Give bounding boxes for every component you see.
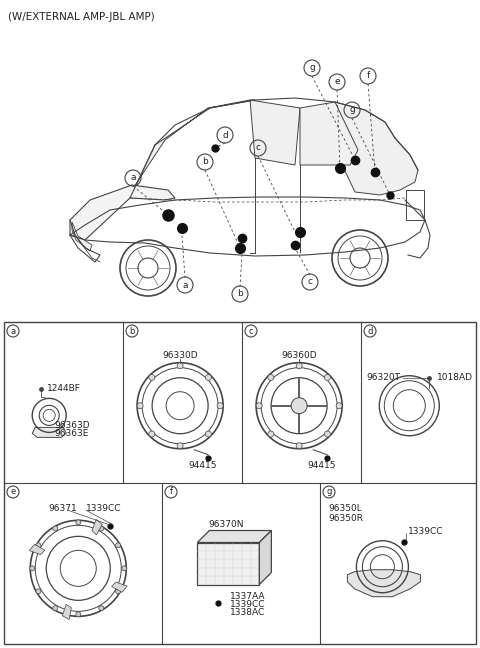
Text: c: c: [249, 327, 253, 336]
Text: e: e: [334, 78, 340, 86]
Text: 1339CC: 1339CC: [230, 600, 266, 609]
Circle shape: [76, 520, 81, 525]
Circle shape: [30, 566, 35, 571]
Circle shape: [99, 526, 104, 531]
Polygon shape: [70, 185, 175, 240]
Circle shape: [149, 431, 155, 437]
Polygon shape: [29, 544, 45, 555]
Text: 1339CC: 1339CC: [86, 504, 122, 513]
Text: c: c: [308, 277, 312, 286]
Text: 1337AA: 1337AA: [230, 592, 266, 601]
Polygon shape: [62, 605, 72, 619]
Text: d: d: [367, 327, 372, 336]
Circle shape: [149, 375, 155, 380]
Text: 94415: 94415: [307, 461, 336, 470]
Text: a: a: [182, 281, 188, 290]
Circle shape: [324, 375, 330, 380]
Text: b: b: [129, 327, 135, 336]
Circle shape: [336, 402, 342, 409]
Circle shape: [122, 566, 127, 571]
Circle shape: [137, 402, 143, 409]
Text: f: f: [366, 71, 370, 80]
Bar: [406, 190, 424, 220]
Text: d: d: [222, 130, 228, 139]
Polygon shape: [348, 570, 420, 597]
Text: 94415: 94415: [188, 461, 216, 470]
Polygon shape: [130, 100, 255, 198]
Text: 96360D: 96360D: [281, 351, 317, 360]
Text: 96350R: 96350R: [328, 515, 363, 523]
Text: 96370N: 96370N: [208, 520, 244, 529]
Text: a: a: [11, 327, 15, 336]
Circle shape: [116, 543, 120, 548]
Circle shape: [324, 431, 330, 437]
Circle shape: [53, 606, 58, 610]
Circle shape: [116, 589, 120, 594]
Text: b: b: [237, 290, 243, 299]
Text: a: a: [130, 174, 136, 183]
Bar: [4, 322, 476, 644]
Text: 1244BF: 1244BF: [47, 384, 81, 393]
Text: 1338AC: 1338AC: [230, 608, 265, 617]
Text: (W/EXTERNAL AMP-JBL AMP): (W/EXTERNAL AMP-JBL AMP): [8, 12, 155, 22]
Circle shape: [291, 398, 307, 413]
Text: g: g: [309, 64, 315, 73]
Circle shape: [99, 606, 104, 610]
Text: g: g: [326, 487, 332, 496]
Polygon shape: [72, 222, 92, 251]
Circle shape: [296, 443, 302, 448]
Text: 1339CC: 1339CC: [408, 527, 444, 537]
Text: 1018AD: 1018AD: [437, 373, 473, 382]
Circle shape: [76, 612, 81, 617]
Circle shape: [256, 402, 262, 409]
Text: e: e: [11, 487, 16, 496]
Text: c: c: [255, 143, 261, 152]
Circle shape: [217, 402, 223, 409]
Text: 96371: 96371: [48, 504, 77, 513]
Polygon shape: [32, 428, 66, 437]
Circle shape: [205, 375, 211, 380]
Circle shape: [177, 363, 183, 369]
Text: g: g: [349, 106, 355, 115]
Polygon shape: [335, 102, 418, 195]
Polygon shape: [92, 520, 102, 535]
Text: 96330D: 96330D: [162, 351, 198, 360]
Text: f: f: [169, 487, 172, 496]
Polygon shape: [259, 531, 271, 584]
Text: b: b: [202, 157, 208, 167]
Circle shape: [296, 363, 302, 369]
Circle shape: [268, 375, 274, 380]
Text: 96320T: 96320T: [366, 373, 400, 382]
Text: 96363E: 96363E: [54, 429, 89, 438]
Circle shape: [53, 526, 58, 531]
Bar: [197, 542, 259, 584]
Polygon shape: [300, 102, 358, 165]
Circle shape: [205, 431, 211, 437]
Circle shape: [36, 589, 41, 594]
Circle shape: [177, 443, 183, 448]
Polygon shape: [250, 100, 300, 165]
Polygon shape: [112, 582, 127, 592]
Circle shape: [36, 543, 41, 548]
Text: 96363D: 96363D: [54, 421, 90, 430]
Polygon shape: [197, 531, 271, 542]
Text: 96350L: 96350L: [328, 504, 362, 513]
Circle shape: [268, 431, 274, 437]
